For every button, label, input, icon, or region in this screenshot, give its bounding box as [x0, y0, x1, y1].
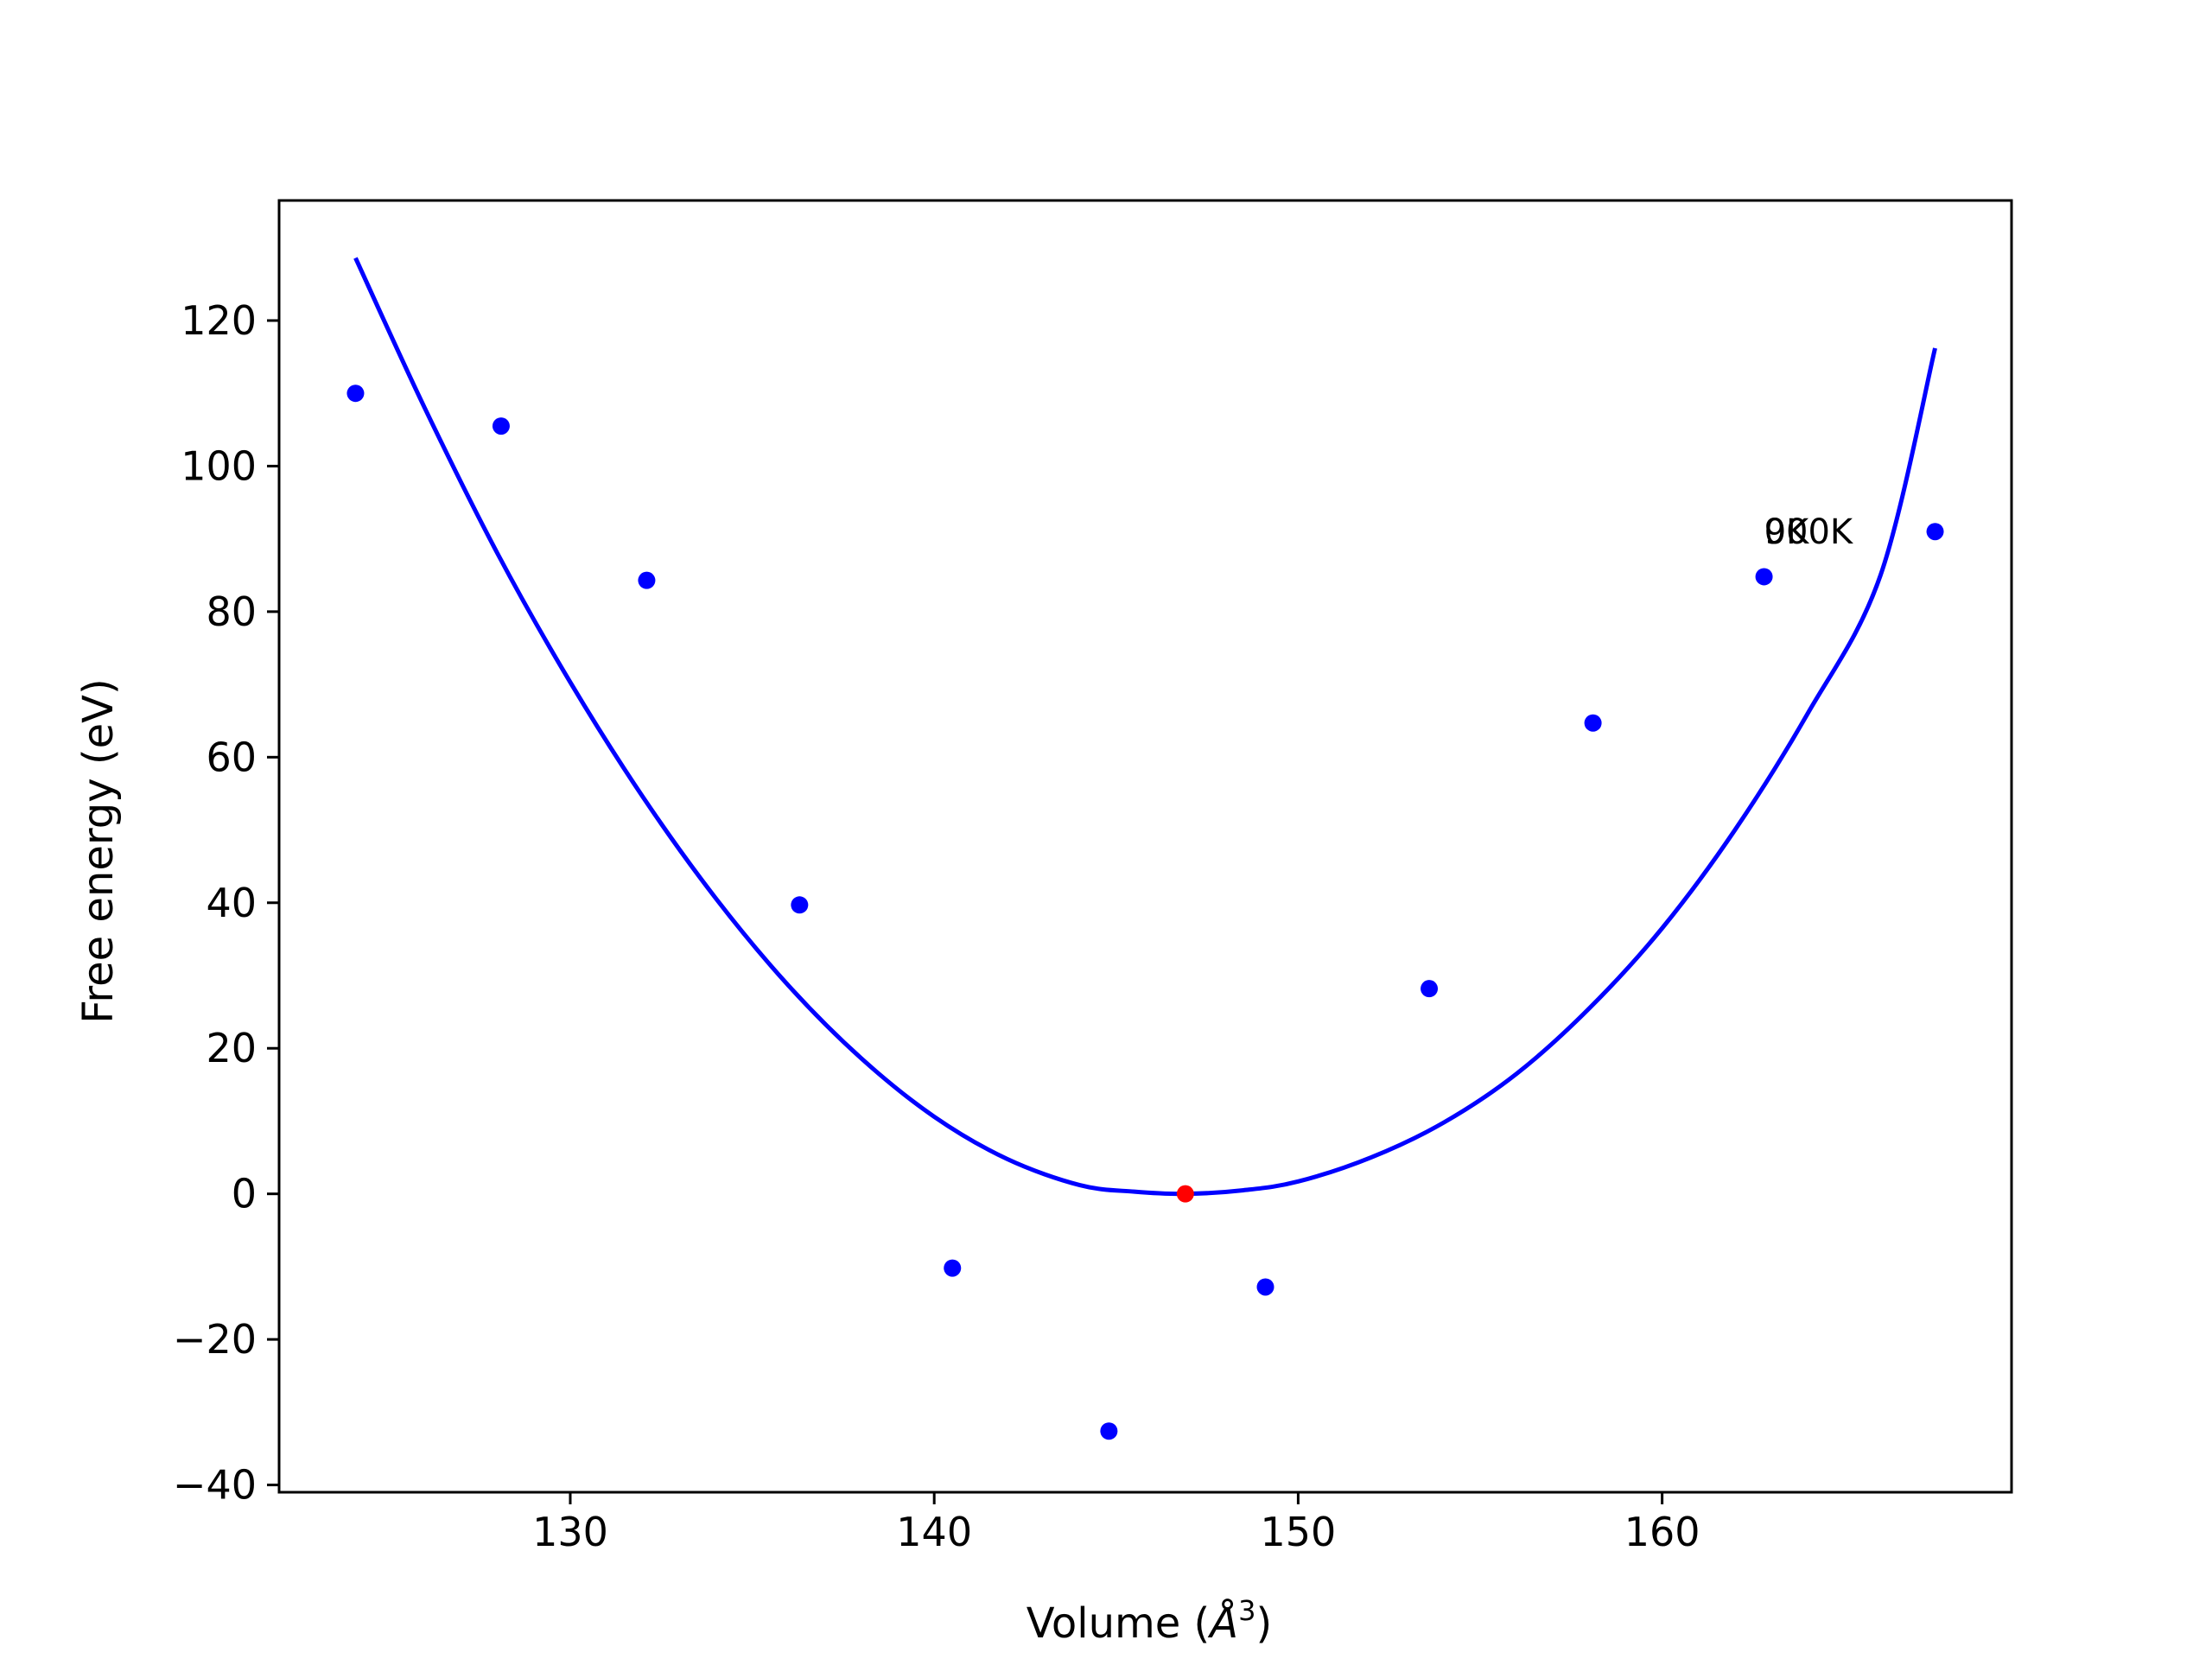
data-point: [1926, 523, 1944, 541]
x-axis-label-unit: Å: [1207, 1599, 1238, 1648]
y-tick-label: 60: [206, 734, 257, 780]
y-tick-label: 40: [206, 880, 257, 926]
data-points-layer: [346, 385, 1944, 1440]
fit-curve: [353, 257, 1937, 1197]
data-point: [638, 571, 656, 589]
data-point: [346, 385, 365, 403]
y-tick-label: 20: [206, 1025, 257, 1071]
x-tick-label: 160: [1624, 1509, 1700, 1555]
data-point: [492, 417, 510, 435]
y-tick-label: −20: [173, 1316, 257, 1363]
point-annotation: 900K: [1764, 512, 1854, 552]
data-point: [1755, 568, 1773, 586]
fit-curve-layer: [353, 257, 1937, 1197]
x-tick-label: 150: [1261, 1509, 1337, 1555]
y-tick-label: 0: [232, 1171, 257, 1217]
data-point: [1421, 980, 1439, 998]
data-point: [1584, 714, 1602, 732]
minimum-point: [1176, 1185, 1194, 1203]
x-axis-label-exponent: 3: [1238, 1594, 1255, 1627]
x-axis-label-suffix: ): [1255, 1599, 1272, 1648]
y-axis-label: Free energy (eV): [74, 678, 123, 1023]
point-annotation: 0K: [1764, 512, 1810, 552]
data-point: [791, 896, 809, 914]
ticks-layer: 130 140 150 160 −40 −20 0 20 40 60 80 100 120: [173, 297, 1700, 1555]
data-point: [1100, 1422, 1118, 1440]
data-point: [944, 1259, 962, 1277]
y-tick-label: 100: [181, 442, 257, 489]
plot-frame: [277, 199, 2013, 1494]
x-axis-label: Volume (Å3): [1027, 1594, 1272, 1648]
y-tick-label: 120: [181, 297, 257, 344]
data-point: [1256, 1278, 1274, 1296]
x-axis-label-prefix: Volume (: [1027, 1599, 1211, 1648]
y-tick-label: −40: [173, 1462, 257, 1509]
x-tick-label: 140: [896, 1509, 972, 1555]
x-tick-label: 130: [532, 1509, 608, 1555]
y-tick-label: 80: [206, 588, 257, 635]
